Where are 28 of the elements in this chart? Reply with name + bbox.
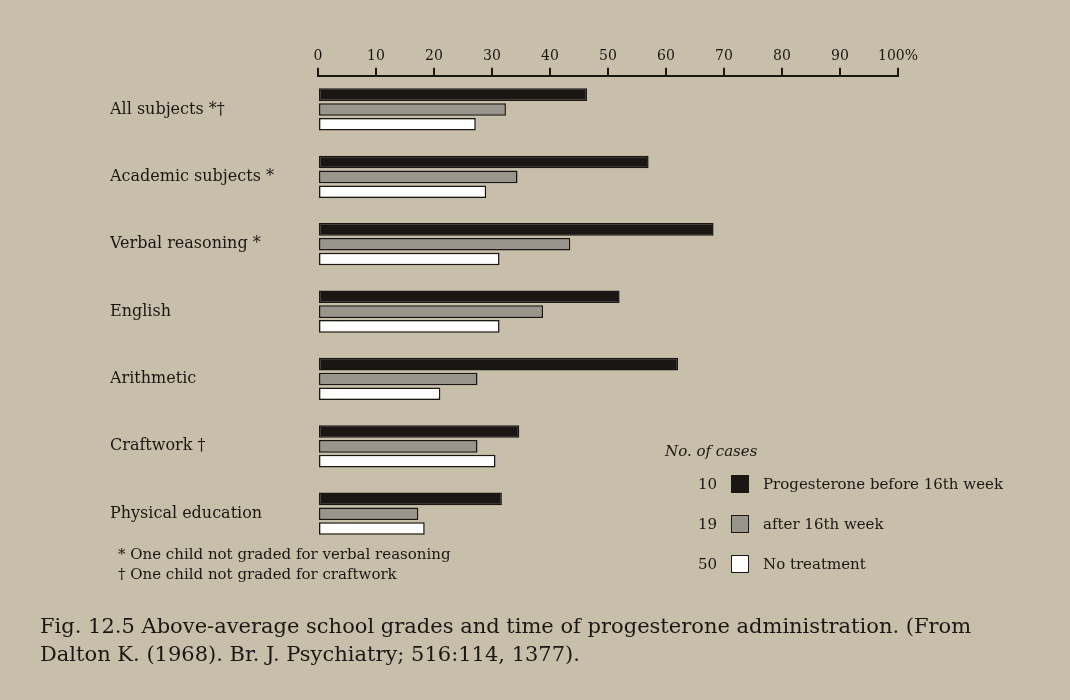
y-tick-label: Physical education (110, 502, 263, 522)
legend-label: No treatment (763, 555, 866, 573)
x-tick-label: 90 (831, 47, 849, 64)
text: † One child not graded for craftwork (118, 564, 398, 584)
caption: Fig. 12.5 Above-average school grades and time of progesterone administration. (From Dalton K. (1968). Br. J. Psychiatry; 516:114, 1377). (40, 613, 973, 668)
annotation: 19 (696, 515, 718, 533)
x-tick-label: 100% (877, 47, 919, 64)
x-tick-label: 20 (425, 47, 443, 64)
y-tick-label: Arithmetic (109, 368, 197, 388)
legend-label: after 16th week (763, 515, 884, 533)
legend-title: No. of cases (665, 442, 759, 460)
y-tick-label: English (110, 300, 171, 320)
y-tick-label: Verbal reasoning * (109, 233, 261, 253)
x-tick-label: 80 (773, 47, 791, 64)
x-tick-label: 0 (313, 47, 323, 64)
x-tick-label: 10 (367, 47, 385, 64)
x-tick-label: 70 (715, 47, 733, 64)
legend-label: Progesterone before 16th week (763, 475, 1003, 493)
x-tick-label: 60 (657, 47, 675, 64)
text: 50 (696, 555, 718, 573)
x-tick-label: 30 (483, 47, 501, 64)
y-tick-label: All subjects *† (109, 98, 225, 118)
x-tick-label: 40 (541, 47, 559, 64)
y-tick-label: Academic subjects * (109, 166, 274, 186)
x-tick-label: 50 (599, 47, 617, 64)
y-tick-label: Craftwork † (110, 435, 206, 455)
annotation: 10 (696, 475, 718, 493)
annotation: * One child not graded for verbal reasoning (118, 544, 451, 564)
